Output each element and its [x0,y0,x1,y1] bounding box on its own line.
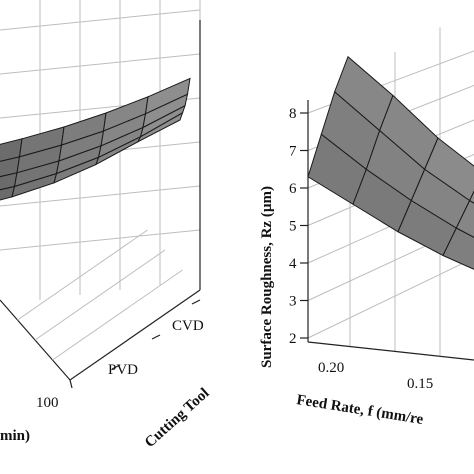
right-z-tick-label: 8 [289,106,297,122]
left-floor-edge [0,289,201,381]
right-surface-patch [455,199,474,238]
left-surface-patch [136,111,184,143]
right-z-tick-label: 2 [289,331,297,347]
left-floor-gridlines [17,229,183,361]
right-wall-hline [307,257,474,339]
right-feed-tick-1: 0.15 [407,376,433,392]
right-surface-patch [442,227,474,270]
right-z-tick-label: 7 [289,144,297,160]
left-wall-hline [0,229,201,251]
right-x-axis-label-fragment: Feed Rate, f (mm/re [295,392,424,428]
right-z-axis-ticks: 2 3 4 5 6 7 8 [289,106,308,347]
left-floor-line [34,249,166,341]
left-wall-hline [0,9,201,31]
left-surface-plot: 100 min) PVD CVD Cutting Tool [0,0,212,451]
right-z-tick-label: 4 [289,256,297,272]
left-x-tickmark [69,379,73,389]
right-surface-patch [469,190,474,204]
left-surface-mesh [0,77,191,201]
left-x-tick-100: 100 [36,395,59,411]
right-surface-patch [424,137,474,202]
left-floor-line [17,229,148,321]
left-tool-axis-label: Cutting Tool [142,385,212,451]
left-tool-tick-cvd: CVD [172,318,204,334]
left-tool-tickmark [151,334,161,340]
left-x-axis-label-fragment: min) [0,428,30,444]
right-z-tick-label: 3 [289,294,297,310]
left-tool-tick-pvd: PVD [108,362,138,378]
right-z-tick-label: 5 [289,219,297,235]
right-z-axis-label: Surface Roughness, Rz (µm) [259,186,275,368]
right-surface-mesh [307,55,474,270]
right-surface-plot: 2 3 4 5 6 7 8 0.20 0.15 Surface Roughness, Rz … [259,20,474,428]
right-floor-edge [307,341,474,361]
left-floor-line [52,269,183,361]
left-tool-tickmark [191,299,201,305]
left-wall-hline [0,185,201,207]
left-tool-tickmark [111,364,121,370]
right-z-tick-label: 6 [289,181,297,197]
right-feed-tick-0: 0.20 [318,360,344,376]
left-axis-ticks [69,299,201,389]
left-wall-hline [0,53,201,75]
